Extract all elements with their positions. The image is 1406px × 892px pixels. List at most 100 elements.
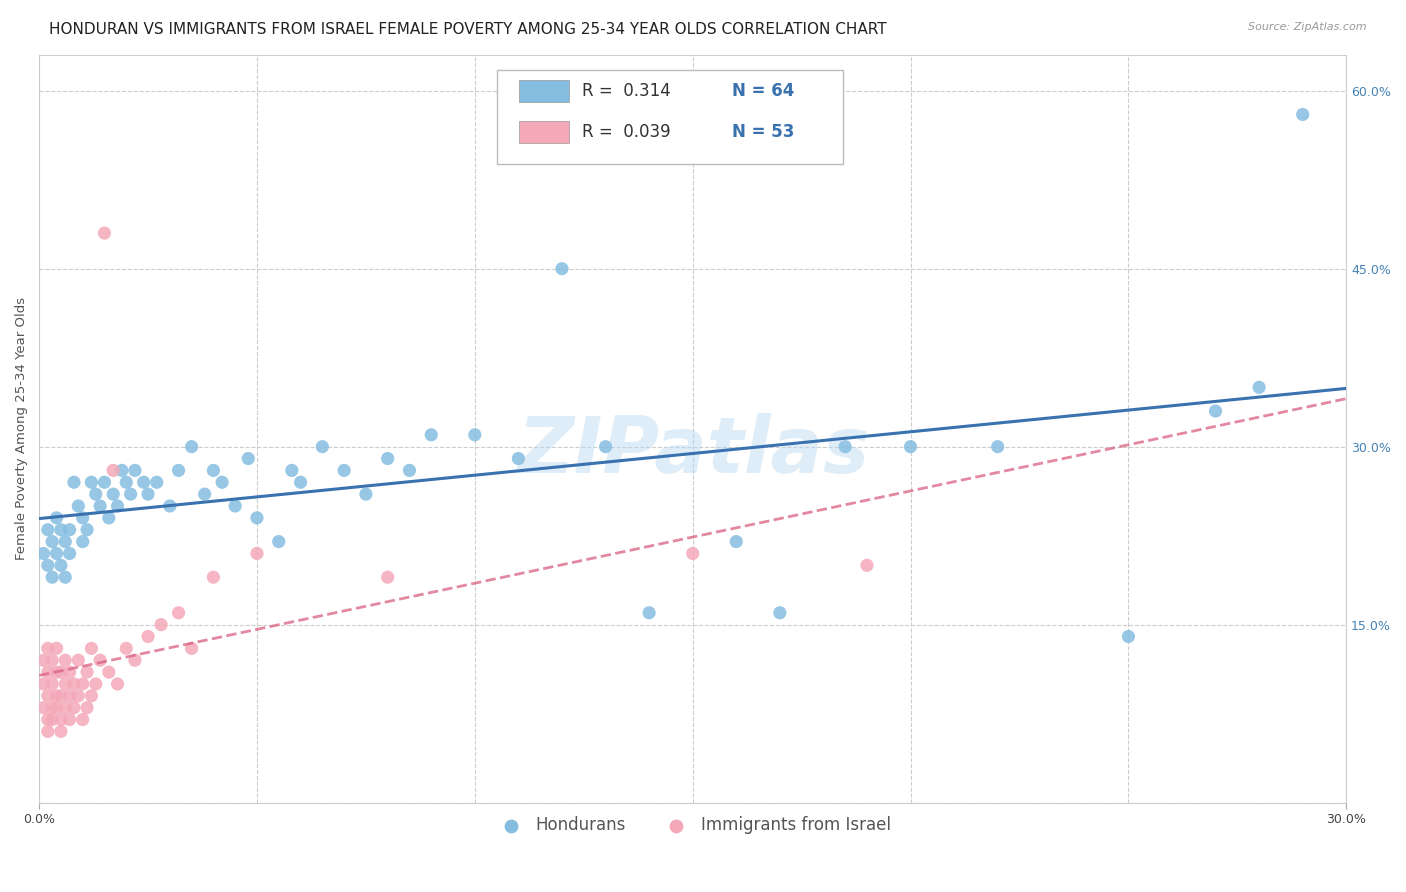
Legend: Hondurans, Immigrants from Israel: Hondurans, Immigrants from Israel <box>488 809 898 840</box>
Point <box>59 546 82 560</box>
Point <box>238 451 260 466</box>
Point <box>37 523 59 537</box>
Point <box>333 463 356 477</box>
Point <box>53 653 76 667</box>
Point <box>202 463 225 477</box>
Text: N = 64: N = 64 <box>733 82 794 100</box>
Point <box>93 475 115 490</box>
Point <box>167 606 190 620</box>
Point <box>72 713 94 727</box>
Point <box>180 440 202 454</box>
Point <box>834 440 856 454</box>
Point <box>80 641 103 656</box>
Point <box>159 499 181 513</box>
Point <box>63 677 86 691</box>
Point <box>769 606 792 620</box>
Point <box>136 487 159 501</box>
Point <box>120 487 142 501</box>
Point <box>224 499 246 513</box>
Point <box>107 499 129 513</box>
Point <box>41 700 63 714</box>
Point <box>89 499 111 513</box>
Point <box>97 511 120 525</box>
Point <box>246 546 269 560</box>
Point <box>41 677 63 691</box>
Text: HONDURAN VS IMMIGRANTS FROM ISRAEL FEMALE POVERTY AMONG 25-34 YEAR OLDS CORRELAT: HONDURAN VS IMMIGRANTS FROM ISRAEL FEMAL… <box>49 22 887 37</box>
Point <box>150 617 173 632</box>
Point <box>1205 404 1227 418</box>
Point <box>180 641 202 656</box>
Point <box>53 534 76 549</box>
Point <box>53 570 76 584</box>
Point <box>281 463 304 477</box>
Point <box>45 665 67 679</box>
Point <box>49 713 72 727</box>
Text: R =  0.314: R = 0.314 <box>582 82 671 100</box>
Point <box>59 713 82 727</box>
Point <box>1118 630 1140 644</box>
Point <box>45 641 67 656</box>
Point <box>45 689 67 703</box>
Point <box>59 665 82 679</box>
Point <box>67 653 90 667</box>
Point <box>202 570 225 584</box>
Point <box>49 689 72 703</box>
Point <box>97 665 120 679</box>
Point <box>124 463 146 477</box>
Point <box>59 689 82 703</box>
Point <box>377 570 399 584</box>
Point <box>37 713 59 727</box>
Point <box>1249 380 1271 394</box>
Point <box>76 665 98 679</box>
Point <box>464 427 486 442</box>
Point <box>76 700 98 714</box>
Point <box>900 440 922 454</box>
Point <box>211 475 233 490</box>
Point <box>107 677 129 691</box>
Point <box>32 677 55 691</box>
Point <box>37 724 59 739</box>
Point <box>1292 107 1315 121</box>
Point <box>37 689 59 703</box>
Point <box>103 487 125 501</box>
Point <box>32 653 55 667</box>
Text: N = 53: N = 53 <box>733 123 794 141</box>
Point <box>45 546 67 560</box>
Point <box>37 665 59 679</box>
Point <box>72 677 94 691</box>
Point <box>508 451 530 466</box>
Point <box>124 653 146 667</box>
Point <box>80 689 103 703</box>
Text: Source: ZipAtlas.com: Source: ZipAtlas.com <box>1249 22 1367 32</box>
Point <box>37 641 59 656</box>
Point <box>267 534 290 549</box>
Point <box>682 546 704 560</box>
Point <box>45 511 67 525</box>
Text: ZIPatlas: ZIPatlas <box>516 413 869 490</box>
Point <box>595 440 617 454</box>
Point <box>111 463 134 477</box>
Point <box>638 606 661 620</box>
Point <box>72 511 94 525</box>
Point <box>49 558 72 573</box>
Bar <box>519 121 568 144</box>
Point <box>311 440 333 454</box>
Point <box>856 558 879 573</box>
Point <box>115 475 138 490</box>
Point <box>93 226 115 240</box>
Point <box>354 487 377 501</box>
Point <box>32 700 55 714</box>
Point <box>725 534 748 549</box>
Point <box>59 523 82 537</box>
Point <box>32 546 55 560</box>
Point <box>89 653 111 667</box>
Point <box>49 724 72 739</box>
Point <box>41 653 63 667</box>
Point <box>76 523 98 537</box>
Point <box>63 475 86 490</box>
Point <box>246 511 269 525</box>
Point <box>84 677 107 691</box>
Point <box>67 689 90 703</box>
Point <box>37 558 59 573</box>
Point <box>72 534 94 549</box>
